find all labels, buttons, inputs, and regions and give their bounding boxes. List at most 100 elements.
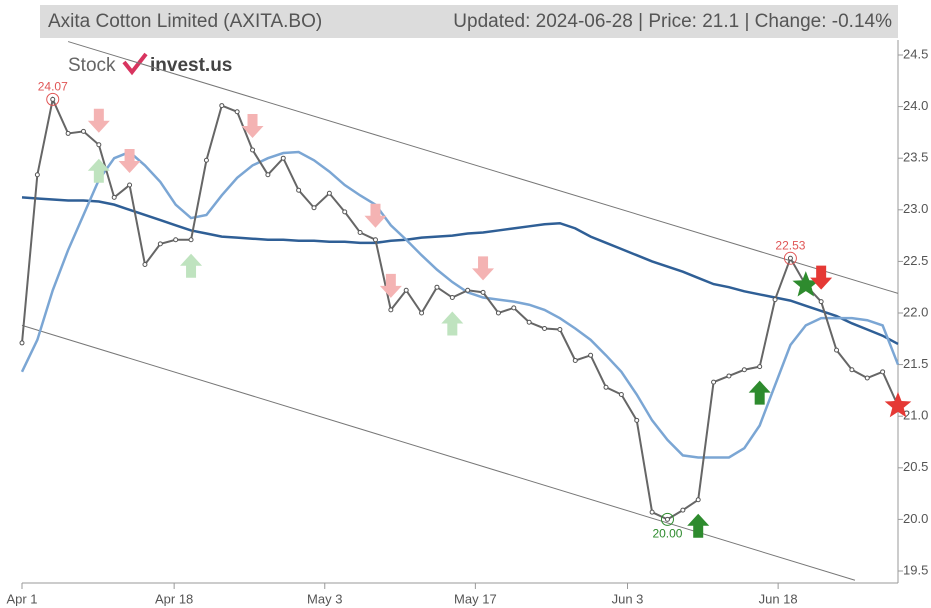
y-tick-label: 22.5 <box>903 253 928 268</box>
price-point <box>173 237 179 243</box>
signal-marker <box>379 273 402 298</box>
price-point <box>465 287 471 293</box>
price-point <box>542 325 548 331</box>
y-tick-label: 23.0 <box>903 201 928 216</box>
signal-marker <box>472 256 495 281</box>
price-point <box>296 187 302 193</box>
price-point <box>250 147 256 153</box>
price-point <box>419 310 425 316</box>
trend-line <box>67 41 899 294</box>
price-point <box>326 190 332 196</box>
price-point <box>849 367 855 373</box>
price-point <box>219 103 225 109</box>
price-point <box>711 379 717 385</box>
signal-marker <box>687 513 710 538</box>
y-tick-label: 19.5 <box>903 562 928 577</box>
x-tick-label: Jun 3 <box>612 591 644 606</box>
price-point <box>372 237 378 243</box>
price-point <box>50 96 56 102</box>
price-point <box>603 384 609 390</box>
price-point <box>80 128 86 134</box>
x-tick-label: May 3 <box>307 591 342 606</box>
price-point <box>634 417 640 423</box>
logo-right: invest.us <box>150 55 232 76</box>
price-point <box>403 287 409 293</box>
price-point <box>880 369 886 375</box>
annotation-label: 22.53 <box>775 238 805 252</box>
signal-marker <box>87 108 110 133</box>
logo-mark <box>122 52 148 76</box>
x-tick-label: May 17 <box>454 591 497 606</box>
price-point <box>834 347 840 353</box>
price-point <box>649 509 655 515</box>
signal-marker <box>241 113 264 138</box>
price-point <box>342 209 348 215</box>
price-point <box>588 352 594 358</box>
price-point <box>280 155 286 161</box>
annotation-circle <box>660 512 674 526</box>
price-point <box>511 305 517 311</box>
annotation-label: 20.00 <box>652 527 682 541</box>
price-point <box>203 157 209 163</box>
chart-subtitle: Updated: 2024-06-28 | Price: 21.1 | Chan… <box>453 11 892 32</box>
price-point <box>787 255 793 261</box>
y-tick-label: 24.5 <box>903 46 928 61</box>
price-point <box>19 340 25 346</box>
signal-marker <box>884 391 912 418</box>
signal-marker <box>441 311 464 336</box>
signal-marker <box>748 380 771 405</box>
y-tick-label: 20.5 <box>903 459 928 474</box>
price-point <box>572 357 578 363</box>
x-tick-label: Apr 1 <box>6 591 37 606</box>
price-point <box>357 230 363 236</box>
price-point <box>188 237 194 243</box>
y-tick-label: 24.0 <box>903 98 928 113</box>
price-point <box>618 392 624 398</box>
price-point <box>664 516 670 522</box>
price-point <box>434 284 440 290</box>
price-point <box>680 507 686 513</box>
signal-marker <box>87 158 110 183</box>
signal-marker <box>364 203 387 228</box>
y-tick-label: 21.5 <box>903 356 928 371</box>
price-point <box>480 289 486 295</box>
price-point <box>741 367 747 373</box>
price-point <box>65 130 71 136</box>
price-point <box>449 295 455 301</box>
price-point <box>772 297 778 303</box>
annotation-circle <box>783 251 797 265</box>
series-line <box>21 196 899 346</box>
signal-marker <box>180 253 203 278</box>
x-tick-label: Jun 18 <box>759 591 798 606</box>
price-point <box>495 310 501 316</box>
price-point <box>695 497 701 503</box>
y-tick-label: 22.0 <box>903 304 928 319</box>
price-point <box>726 373 732 379</box>
y-tick-label: 20.0 <box>903 511 928 526</box>
price-point <box>157 241 163 247</box>
series-line <box>21 96 899 521</box>
title-bar <box>40 5 898 38</box>
signal-marker <box>118 149 141 174</box>
series-line <box>20 150 900 459</box>
price-point <box>34 172 40 178</box>
annotation-circle <box>46 92 60 106</box>
signal-marker <box>810 265 833 290</box>
price-point <box>111 194 117 200</box>
price-point <box>818 299 824 305</box>
price-point <box>234 109 240 115</box>
price-point <box>757 364 763 370</box>
price-point <box>311 205 317 211</box>
price-point <box>557 327 563 333</box>
price-point <box>388 307 394 313</box>
price-point <box>864 375 870 381</box>
annotation-label: 24.07 <box>38 80 68 94</box>
y-tick-label: 23.5 <box>903 150 928 165</box>
price-point <box>142 261 148 267</box>
trend-line <box>21 324 856 581</box>
price-point <box>127 182 133 188</box>
signal-marker <box>792 271 820 297</box>
x-tick-label: Apr 18 <box>155 591 193 606</box>
